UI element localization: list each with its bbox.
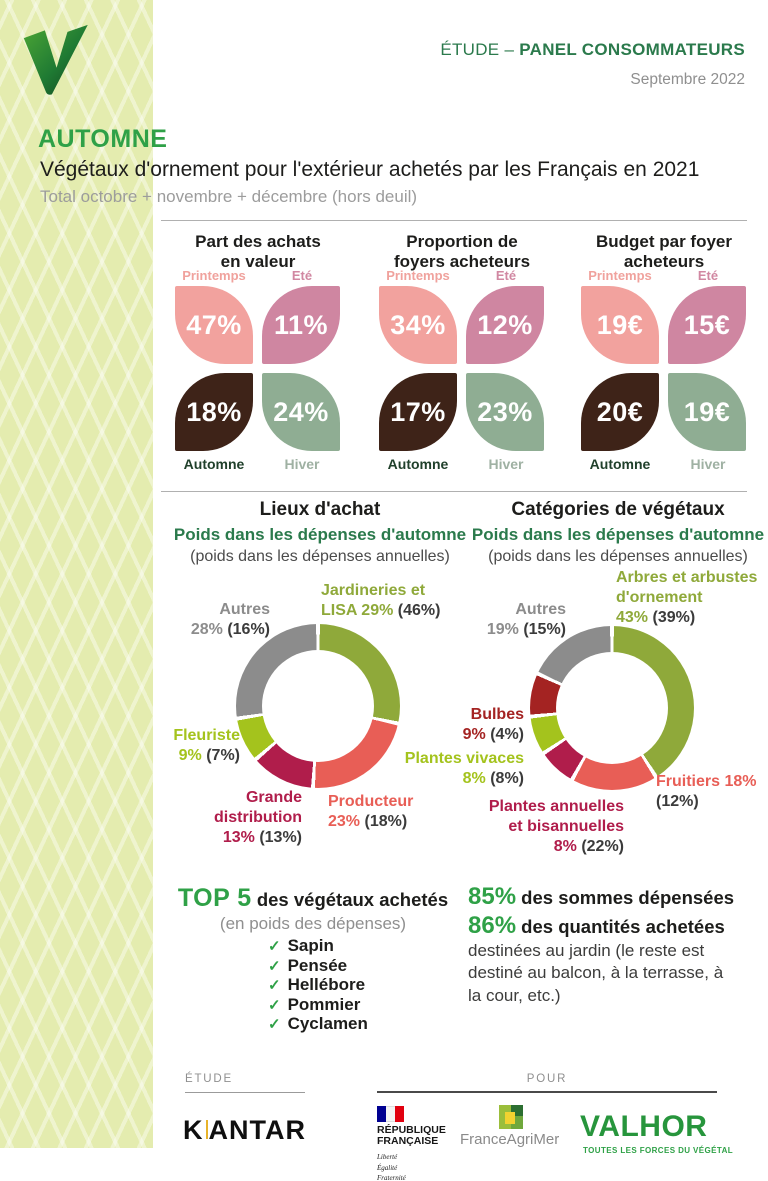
valhor-tagline: TOUTES LES FORCES DU VÉGÉTAL [583, 1146, 734, 1155]
petal-printemps: 34% [379, 286, 457, 364]
sidebar-pattern [0, 0, 153, 1148]
study-banner: ÉTUDE – PANEL CONSOMMATEURS [440, 40, 745, 59]
page-title-scope: Total octobre + novembre + décembre (hor… [40, 187, 418, 206]
check-icon: ✓ [268, 957, 281, 975]
callout-plantes-vivaces: Plantes vivaces 8% (8%) [404, 750, 524, 787]
valhor-v-logo-icon [23, 24, 88, 95]
republique-francaise-logo: RÉPUBLIQUE FRANÇAISE Liberté Égalité Frater… [377, 1106, 457, 1181]
donut-hole [556, 652, 668, 764]
franceagrimer-icon [499, 1105, 523, 1129]
label-automne: Automne [589, 456, 651, 472]
divider-middle [161, 491, 747, 492]
publication-date: Septembre 2022 [630, 71, 745, 88]
chart-title: Part des achats en valeur [195, 232, 321, 272]
list-item: ✓ Hellébore [268, 975, 366, 995]
donut-categories-vegetaux [530, 626, 694, 790]
check-icon: ✓ [268, 996, 281, 1014]
section-subtitle: Poids dans les dépenses d'automne [173, 525, 467, 544]
donut-hole [262, 650, 374, 762]
categories-vegetaux-header: Catégories de végétaux Poids dans les dé… [463, 499, 768, 566]
petal-hiver: 24% [262, 373, 340, 451]
list-item: ✓ Pensée [268, 955, 348, 975]
lieux-achat-header: Lieux d'achat Poids dans les dépenses d'… [165, 499, 475, 566]
section-title: Catégories de végétaux [511, 499, 725, 520]
franceagrimer-logo: FranceAgriMer [460, 1131, 560, 1148]
label-ete: Eté [291, 268, 313, 283]
petal-automne: 20€ [581, 373, 659, 451]
divider-top [161, 220, 747, 221]
french-flag-icon [377, 1106, 404, 1122]
callout-jardineries-lisa: Jardineries et LISA 29% (46%) [321, 582, 441, 619]
label-hiver: Hiver [284, 456, 320, 472]
petal-hiver: 23% [466, 373, 544, 451]
chart-title: Proportion de foyers acheteurs [393, 232, 531, 272]
footer-pour-rule [377, 1091, 717, 1093]
section-title: Lieux d'achat [259, 499, 381, 520]
petal-printemps: 19€ [581, 286, 659, 364]
top5-heading: TOP 5 des végétaux achetés [177, 884, 449, 912]
donut-lieux-achat [236, 624, 400, 788]
label-ete: Eté [495, 268, 517, 283]
section-subtitle: Poids dans les dépenses d'automne [471, 525, 765, 544]
footer-pour-label: POUR [526, 1073, 568, 1085]
callout-fleuriste: Fleuriste 9% (7%) [173, 727, 240, 764]
kantar-logo: K ANTAR [183, 1115, 306, 1145]
list-item: ✓ Sapin [268, 936, 334, 955]
callout-fruitiers: Fruitiers 18% (12%) [656, 773, 757, 810]
label-printemps: Printemps [588, 268, 652, 283]
stat-quantites-achetees: 86% des quantités achetées [468, 912, 725, 939]
footer-etude-rule [185, 1092, 305, 1093]
callout-producteur: Producteur 23% (18%) [328, 793, 414, 830]
label-printemps: Printemps [386, 268, 450, 283]
label-automne: Automne [387, 456, 449, 472]
check-icon: ✓ [268, 938, 281, 955]
callout-grande-distribution: Grande distribution 13% (13%) [214, 789, 302, 846]
callout-autres: Autres 19% (15%) [486, 601, 566, 638]
kantar-gold-bar-icon [205, 1120, 208, 1139]
petal-hiver: 19€ [668, 373, 746, 451]
chart-title: Budget par foyer acheteurs [595, 232, 733, 272]
check-icon: ✓ [268, 977, 281, 995]
label-automne: Automne [183, 456, 245, 472]
label-hiver: Hiver [690, 456, 726, 472]
top5-note: (en poids des dépenses) [219, 914, 407, 933]
page-title-season: AUTOMNE [38, 125, 168, 153]
top5-list: ✓ Sapin ✓ Pensée ✓ Hellébore ✓ Pommier ✓ Cycl… [268, 936, 368, 1035]
petal-ete: 11% [262, 286, 340, 364]
label-ete: Eté [697, 268, 719, 283]
page-title-main: Végétaux d'ornement pour l'extérieur ach… [40, 158, 700, 181]
petal-automne: 17% [379, 373, 457, 451]
section-note: (poids dans les dépenses annuelles) [190, 548, 450, 565]
stat-sommes-depensees: 85% des sommes dépensées [468, 883, 735, 910]
callout-arbres-arbustes: Arbres et arbustes d'ornement 43% (39%) [616, 569, 758, 626]
valhor-logo: VALHOR [580, 1110, 708, 1143]
callout-plantes-annuelles: Plantes annuelles et bisannuelles 8% (22… [488, 798, 624, 855]
footer-etude-label: ÉTUDE [185, 1073, 233, 1085]
check-icon: ✓ [268, 1016, 281, 1034]
callout-autres: Autres 28% (16%) [190, 601, 270, 638]
callout-bulbes: Bulbes 9% (4%) [462, 706, 524, 743]
label-hiver: Hiver [488, 456, 524, 472]
petal-ete: 15€ [668, 286, 746, 364]
petal-automne: 18% [175, 373, 253, 451]
list-item: ✓ Pommier [268, 994, 361, 1014]
section-note: (poids dans les dépenses annuelles) [488, 548, 748, 565]
stat-note: destinées au jardin (le reste est destin… [468, 941, 724, 1005]
label-printemps: Printemps [182, 268, 246, 283]
petal-ete: 12% [466, 286, 544, 364]
petal-printemps: 47% [175, 286, 253, 364]
list-item: ✓ Cyclamen [268, 1014, 368, 1034]
